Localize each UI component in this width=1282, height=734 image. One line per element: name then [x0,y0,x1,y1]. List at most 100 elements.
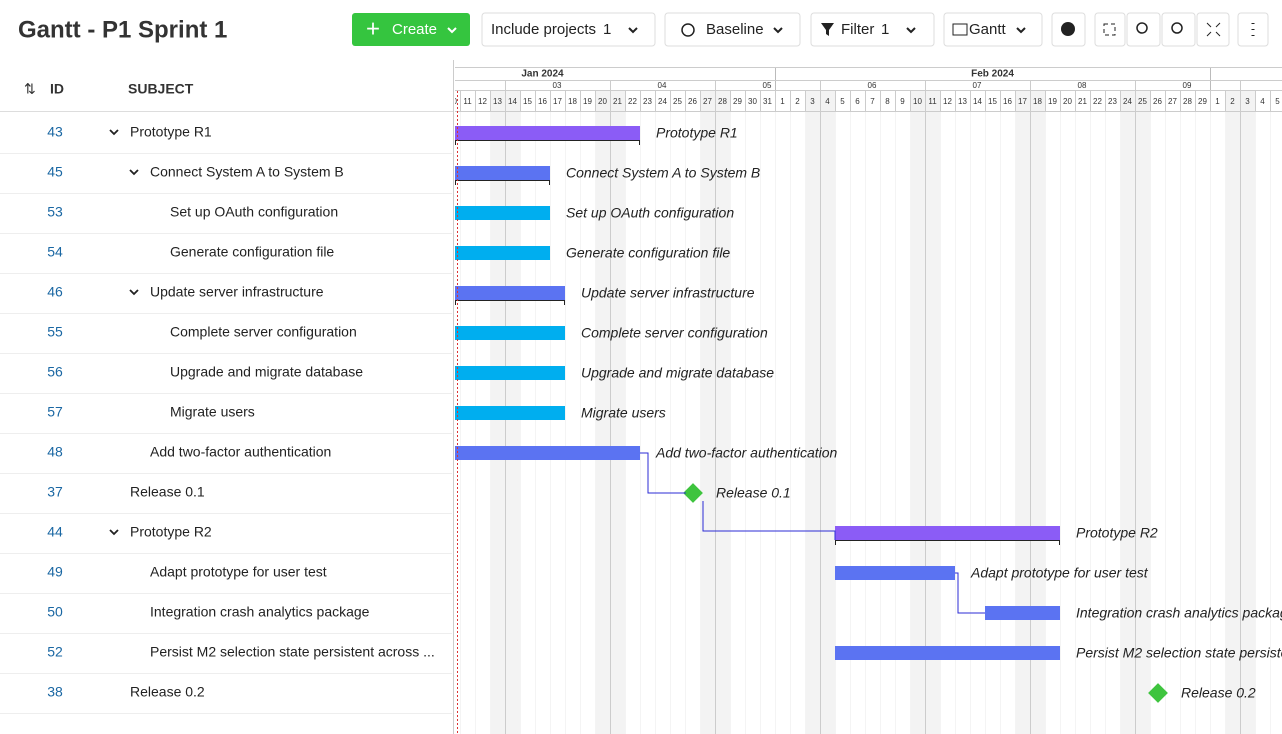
day-label: 17 [1018,97,1027,106]
relation-line [955,572,985,614]
row-subject[interactable]: Release 0.1 [130,484,205,500]
caret [773,27,783,34]
milestone [683,483,703,503]
weekend-shade [805,91,820,734]
bar-bracket [455,300,565,305]
weekend-shade [1030,91,1045,734]
caret [628,27,638,34]
day-label: 28 [1183,97,1192,106]
day-label: 16 [1003,97,1012,106]
include-projects-button[interactable] [481,12,656,47]
create-button[interactable] [352,13,470,46]
day-label: 29 [733,97,742,106]
day-label: 14 [973,97,982,106]
view-icon [952,23,968,36]
row-id[interactable]: 43 [47,124,63,140]
day-label: 11 [463,97,472,106]
day-label: 13 [493,97,502,106]
row-subject[interactable]: Prototype R2 [130,524,212,540]
row-id[interactable]: 45 [47,164,63,180]
row-subject[interactable]: Upgrade and migrate database [170,364,363,380]
row-id[interactable]: 56 [47,364,63,380]
row-id[interactable]: 52 [47,644,63,660]
week-label: 09 [1183,81,1192,90]
column-header[interactable]: ID [50,81,64,97]
filter-button[interactable] [810,12,935,47]
bar [455,326,565,340]
bar-label: Connect System A to System B [566,165,760,181]
zoom-in-button[interactable] [1161,12,1196,47]
zoom-out-button[interactable] [1126,12,1161,47]
row-id[interactable]: 50 [47,604,63,620]
weekend-shade [595,91,610,734]
column-header[interactable]: SUBJECT [128,81,194,97]
day-label: 25 [1138,97,1147,106]
day-label: 18 [568,97,577,106]
collapse-caret[interactable] [109,529,119,536]
row-id[interactable]: 44 [47,524,63,540]
row-id[interactable]: 37 [47,484,63,500]
row-id[interactable]: 49 [47,564,63,580]
row-id[interactable]: 38 [47,684,63,700]
collapse-caret[interactable] [129,169,139,176]
day-label: 5 [840,97,845,106]
row-id[interactable]: 55 [47,324,63,340]
row-subject[interactable]: Set up OAuth configuration [170,204,338,220]
row-subject[interactable]: Persist M2 selection state persistent ac… [150,644,435,660]
weekend-shade [1120,91,1135,734]
month-label: Feb 2024 [971,69,1014,80]
bar-bracket [835,540,1060,545]
relation-line [640,452,686,494]
row-subject[interactable]: Connect System A to System B [150,164,344,180]
day-label: 22 [1093,97,1102,106]
milestone [1148,683,1168,703]
day-label: 25 [673,97,682,106]
day-label: 30 [748,97,757,106]
day-label: 4 [1260,97,1265,106]
bar-label: Update server infrastructure [581,285,755,301]
collapse-caret[interactable] [109,129,119,136]
day-label: 13 [958,97,967,106]
row-id[interactable]: 46 [47,284,63,300]
weekend-shade [700,91,715,734]
bar-label: Upgrade and migrate database [581,365,774,381]
row-subject[interactable]: Generate configuration file [170,244,334,260]
weekend-shade [925,91,940,734]
baseline-label: Baseline [706,21,764,38]
day-label: 16 [538,97,547,106]
row-id[interactable]: 48 [47,444,63,460]
row-subject[interactable]: Integration crash analytics package [150,604,370,620]
bar-label: Prototype R2 [1076,525,1158,541]
day-label: 23 [643,97,652,106]
view-button[interactable] [943,12,1043,47]
create-label: Create [392,21,437,38]
day-label: 9 [900,97,905,106]
auto-zoom-button[interactable] [1196,12,1230,47]
row-subject[interactable]: Release 0.2 [130,684,205,700]
fullscreen-button[interactable] [1094,12,1126,47]
day-label: 4 [825,97,830,106]
row-subject[interactable]: Migrate users [170,404,255,420]
baseline-button[interactable] [664,12,801,47]
bar-label: Complete server configuration [581,325,768,341]
day-label: 20 [1063,97,1072,106]
day-label: 20 [598,97,607,106]
row-subject[interactable]: Prototype R1 [130,124,212,140]
week-label: 06 [868,81,877,90]
day-label: 21 [1078,97,1087,106]
row-id[interactable]: 53 [47,204,63,220]
row-subject[interactable]: Adapt prototype for user test [150,564,327,580]
bar [455,446,640,460]
row-id[interactable]: 54 [47,244,63,260]
row-id[interactable]: 57 [47,404,63,420]
day-label: 18 [1033,97,1042,106]
collapse-caret[interactable] [129,289,139,296]
day-label: 3 [1245,97,1250,106]
row-subject[interactable]: Update server infrastructure [150,284,324,300]
weekend-shade [1015,91,1030,734]
include-projects-count: 1 [603,21,611,38]
row-subject[interactable]: Complete server configuration [170,324,357,340]
bar-label: Generate configuration file [566,245,730,261]
row-subject[interactable]: Add two-factor authentication [150,444,331,460]
